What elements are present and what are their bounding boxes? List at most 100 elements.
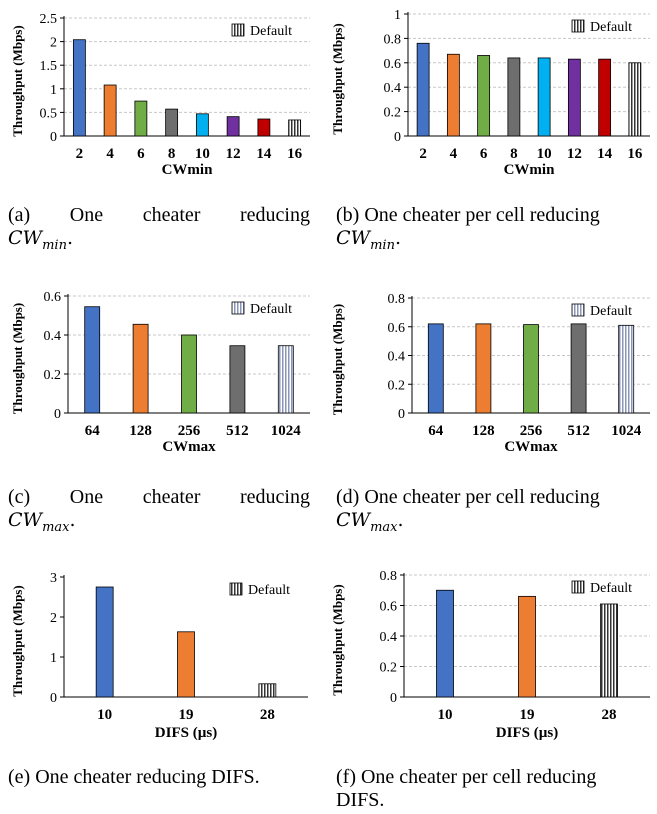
caption-a-word-3: reducing bbox=[240, 204, 310, 226]
x-tick-label: 28 bbox=[260, 707, 275, 723]
x-tick-label: 14 bbox=[597, 146, 613, 162]
bar-6 bbox=[134, 100, 148, 137]
x-tick-label: 12 bbox=[226, 146, 241, 162]
bar-1024 bbox=[277, 345, 294, 414]
caption-e: (e) One cheater reducing DIFS. bbox=[8, 766, 328, 789]
caption-d-math-sub: max bbox=[370, 519, 398, 535]
y-tick-label: 0 bbox=[54, 407, 61, 422]
x-tick-label: 64 bbox=[85, 423, 101, 439]
x-tick-label: 4 bbox=[450, 146, 458, 162]
y-tick-label: 0.4 bbox=[380, 630, 398, 645]
bar-512 bbox=[229, 345, 246, 414]
bar-1024 bbox=[618, 324, 635, 414]
caption-b-math-base: CW bbox=[336, 227, 371, 249]
caption-c-word-1: One bbox=[69, 486, 104, 508]
x-tick-label: 256 bbox=[520, 423, 543, 439]
x-tick-label: 19 bbox=[179, 707, 194, 723]
x-tick-label: 2 bbox=[76, 146, 84, 162]
legend-label: Default bbox=[250, 24, 292, 39]
x-tick-label: 28 bbox=[602, 707, 617, 723]
caption-a-word-1: One bbox=[69, 204, 104, 226]
caption-d-math-base: CW bbox=[336, 509, 371, 531]
bar-128 bbox=[132, 323, 149, 414]
bar-4 bbox=[103, 84, 117, 137]
y-tick-label: 0.2 bbox=[44, 368, 62, 383]
chart-svg-f: 0 0.2 0.4 0.6 0.8 10 19 28 DIFS (µs) Throughput (… bbox=[330, 569, 650, 741]
bar-8 bbox=[507, 57, 521, 137]
x-axis-title: DIFS (µs) bbox=[155, 725, 217, 741]
x-tick-label: 64 bbox=[428, 423, 444, 439]
legend-swatch bbox=[229, 582, 243, 596]
y-tick-label: 1.5 bbox=[40, 59, 58, 74]
bar-256 bbox=[181, 334, 197, 414]
legend-label: Default bbox=[250, 302, 292, 317]
bar-10 bbox=[195, 113, 209, 137]
legend-label: Default bbox=[590, 581, 632, 596]
bar-2 bbox=[416, 42, 430, 137]
x-tick-label: 512 bbox=[226, 423, 249, 439]
y-tick-label: 1 bbox=[50, 651, 57, 666]
y-tick-label: 0.4 bbox=[44, 329, 62, 344]
x-tick-label: 6 bbox=[480, 146, 488, 162]
caption-c-word-3: reducing bbox=[240, 486, 310, 508]
x-tick-label: 128 bbox=[129, 423, 152, 439]
y-tick-label: 0 bbox=[398, 407, 405, 422]
bar-16 bbox=[288, 119, 302, 137]
chart-panel-c: 0 0.2 0.4 0.6 64 128 256 512 1024 CWmax Throughput… bbox=[0, 280, 320, 476]
y-tick-label: 0.6 bbox=[44, 290, 62, 305]
caption-a-prefix: (a) bbox=[8, 204, 31, 226]
y-tick-label: 0.8 bbox=[380, 569, 398, 584]
bar-2 bbox=[72, 39, 86, 137]
caption-c-math: CWmax. bbox=[8, 509, 76, 535]
caption-b-math: CWmin. bbox=[336, 227, 401, 253]
x-tick-label: 16 bbox=[287, 146, 303, 162]
caption-c-math-base: CW bbox=[8, 509, 43, 531]
caption-d-math: CWmax. bbox=[336, 509, 404, 535]
x-tick-label: 14 bbox=[256, 146, 272, 162]
chart-panel-d: 0 0.2 0.4 0.6 0.8 64 128 256 512 1024 CWmax Through… bbox=[328, 280, 657, 476]
caption-f-line2: DIFS. bbox=[336, 789, 385, 811]
y-tick-label: 0 bbox=[390, 691, 397, 706]
y-tick-label: 1 bbox=[50, 83, 57, 98]
x-tick-label: 19 bbox=[520, 707, 535, 723]
x-tick-label: 12 bbox=[567, 146, 582, 162]
caption-c: (c) One cheater reducing CWmax. bbox=[8, 486, 310, 539]
chart-panel-e: 0 1 2 3 10 19 28 DIFS (µs) Throughput (Mbps) Defa… bbox=[0, 560, 320, 760]
bar-19 bbox=[177, 631, 195, 698]
caption-e-text: (e) One cheater reducing DIFS. bbox=[8, 766, 260, 788]
chart-svg-c: 0 0.2 0.4 0.6 64 128 256 512 1024 CWmax Throughput… bbox=[10, 290, 310, 455]
legend-swatch bbox=[571, 303, 585, 317]
y-tick-label: 0.2 bbox=[380, 661, 398, 676]
legend-swatch bbox=[231, 23, 245, 37]
y-tick-label: 1 bbox=[394, 8, 401, 23]
legend-label: Default bbox=[590, 20, 632, 35]
bar-512 bbox=[570, 323, 587, 414]
x-tick-label: 256 bbox=[178, 423, 201, 439]
y-tick-label: 0.8 bbox=[384, 32, 402, 47]
x-tick-label: 10 bbox=[438, 707, 453, 723]
y-axis-title: Throughput (Mbps) bbox=[10, 585, 25, 696]
chart-panel-f: 0 0.2 0.4 0.6 0.8 10 19 28 DIFS (µs) Throughput (… bbox=[328, 560, 657, 760]
legend-swatch bbox=[231, 301, 245, 315]
x-axis-title: DIFS (µs) bbox=[496, 725, 558, 741]
bar-64 bbox=[427, 323, 444, 414]
x-tick-label: 128 bbox=[472, 423, 495, 439]
caption-a-math-base: CW bbox=[8, 227, 43, 249]
x-tick-label: 8 bbox=[510, 146, 518, 162]
x-tick-label: 10 bbox=[97, 707, 112, 723]
y-axis-title: Throughput (Mbps) bbox=[330, 23, 345, 134]
y-axis-title: Throughput (Mbps) bbox=[330, 304, 345, 415]
y-axis-title: Throughput (Mbps) bbox=[10, 25, 25, 136]
bar-256 bbox=[523, 324, 539, 414]
x-tick-label: 512 bbox=[567, 423, 590, 439]
y-axis-title: Throughput (Mbps) bbox=[10, 303, 25, 414]
x-tick-label: 2 bbox=[419, 146, 427, 162]
caption-c-word-2: cheater bbox=[142, 486, 201, 508]
x-tick-label: 1024 bbox=[271, 423, 302, 439]
x-tick-label: 10 bbox=[195, 146, 210, 162]
chart-svg-a: 0 0.5 1 1.5 2 2.5 2 4 6 8 10 12 14 16 CWmin Throughput … bbox=[10, 12, 310, 178]
x-tick-label: 16 bbox=[627, 146, 643, 162]
y-tick-label: 3 bbox=[50, 571, 57, 586]
bar-64 bbox=[84, 306, 101, 414]
x-axis-title: CWmin bbox=[162, 162, 213, 178]
